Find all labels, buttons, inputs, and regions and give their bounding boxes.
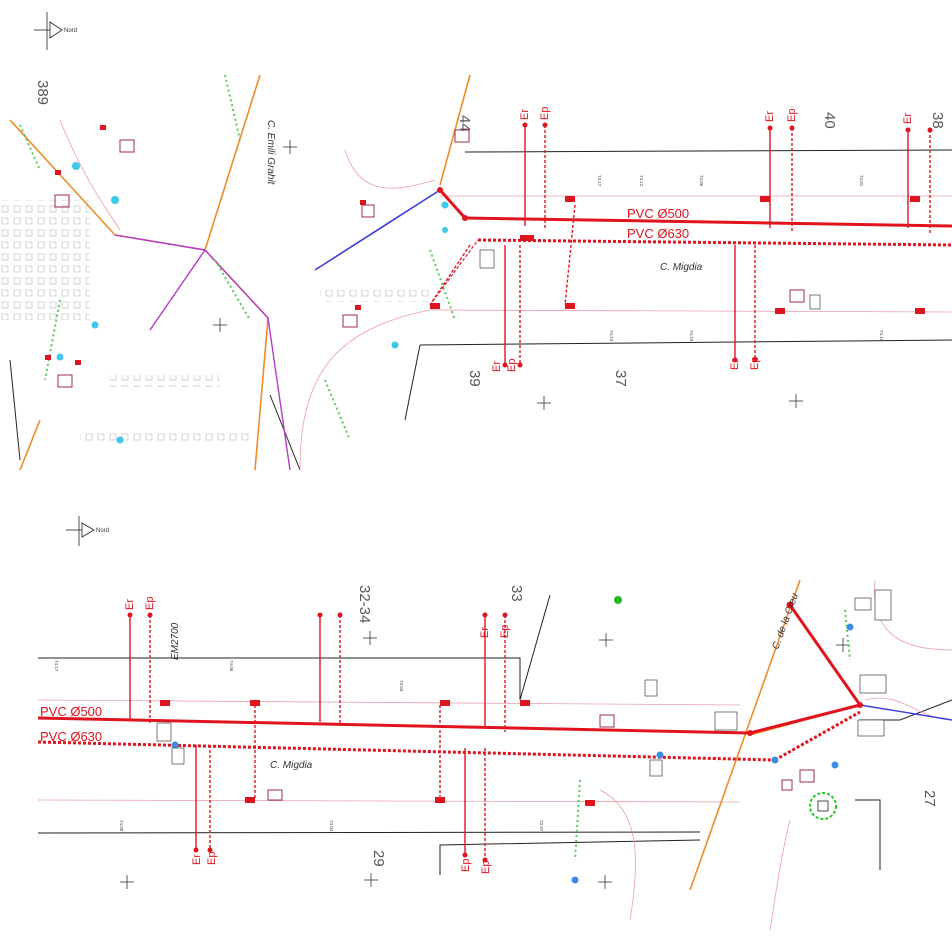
svg-text:74.08: 74.08: [119, 820, 124, 832]
svg-text:29: 29: [370, 850, 387, 867]
svg-text:44: 44: [456, 115, 473, 132]
vegetation-top: [19, 74, 456, 441]
svg-text:74.13: 74.13: [609, 330, 614, 342]
purple-boxes-bottom: [267, 714, 815, 801]
vegetation-bottom: [574, 609, 851, 861]
street-label-migdia-top: C. Migdia: [660, 262, 703, 273]
svg-text:38: 38: [929, 112, 946, 129]
pipe-label-630-top: PVC Ø630: [627, 226, 689, 241]
drop-endpoints-bottom: [127, 601, 863, 863]
svg-text:37: 37: [612, 370, 629, 387]
sewer-pipes-bottom: [37, 604, 862, 762]
manholes-top: [430, 196, 925, 314]
property-lines: [59, 119, 952, 471]
grid-crosses-bottom: [120, 631, 850, 889]
svg-text:Er: Er: [124, 599, 136, 610]
sidewalk-pattern: [0, 200, 90, 320]
elevation-marks-bottom: 74.17 74.06 73.93 74.08 74.04 73.97: [54, 660, 544, 832]
manhole-code: EM2700: [170, 622, 181, 660]
small-red-marks-top: [45, 125, 366, 365]
svg-text:74.04: 74.04: [329, 820, 334, 832]
svg-text:Ep: Ep: [786, 109, 798, 122]
svg-text:73.93: 73.93: [399, 680, 404, 692]
svg-text:Ep: Ep: [144, 597, 156, 610]
street-label-grahit: C. Emili Grahit: [265, 120, 276, 186]
svg-text:74.06: 74.06: [699, 175, 704, 187]
svg-text:74.06: 74.06: [229, 660, 234, 672]
svg-text:Ep: Ep: [460, 859, 472, 872]
north-arrow-icon: Nord: [66, 516, 109, 546]
purple-boxes-top: [54, 129, 805, 388]
svg-text:Er: Er: [491, 361, 503, 372]
svg-text:73.97: 73.97: [539, 820, 544, 832]
house-numbers-top: 389 44 40 38 39 37: [34, 80, 946, 387]
valves-bottom: [171, 623, 854, 884]
property-lines-bottom: [37, 579, 952, 931]
svg-text:Er: Er: [479, 627, 491, 638]
svg-text:39: 39: [466, 370, 483, 387]
label-boxes-bottom: [156, 589, 892, 777]
svg-text:389: 389: [34, 80, 51, 105]
svg-text:40: 40: [821, 112, 838, 129]
svg-text:32-34: 32-34: [356, 585, 373, 623]
base-lines: [9, 149, 952, 471]
street-label-creu: C. de la Creu: [770, 591, 801, 651]
fiber-line-bottom: [859, 704, 952, 721]
pipe-label-500-bottom: PVC Ø500: [40, 704, 102, 719]
north-label: Nord: [64, 28, 77, 34]
base-lines-bottom: [37, 594, 952, 875]
north-arrow-icon: Nord: [34, 12, 77, 50]
svg-text:Er: Er: [729, 359, 741, 370]
svg-text:Ep: Ep: [539, 107, 551, 120]
service-drops-top: [429, 125, 931, 365]
hydrant-points-top: [56, 162, 449, 444]
pipe-label-500-top: PVC Ø500: [627, 206, 689, 221]
svg-text:Er: Er: [764, 111, 776, 122]
house-numbers-bottom: 32-34 33 29 27: [356, 585, 938, 867]
grid-crosses-top: [213, 140, 803, 410]
drop-endpoints-top: [437, 122, 933, 368]
pipe-label-630-bottom: PVC Ø630: [40, 729, 102, 744]
gas-lines-bottom: [689, 579, 861, 891]
svg-text:74.01: 74.01: [859, 175, 864, 187]
elevation-marks-top: 74.17 74.12 74.06 74.01 74.13 74.19 74.1…: [597, 175, 884, 342]
drop-labels-bottom: Er Ep Er Ep Er Ep Ep Ep: [124, 597, 511, 874]
label-boxes-top: [479, 249, 821, 310]
svg-text:Ep: Ep: [506, 359, 518, 372]
tree-circle: [809, 792, 837, 820]
svg-text:33: 33: [508, 585, 525, 602]
svg-text:74.17: 74.17: [54, 660, 59, 672]
svg-text:Ep: Ep: [749, 357, 761, 370]
service-drops-bottom: [129, 615, 506, 860]
street-label-migdia-bottom: C. Migdia: [270, 760, 313, 771]
green-point: [614, 596, 622, 604]
top-panel: Nord: [0, 12, 952, 471]
svg-text:27: 27: [921, 790, 938, 807]
drop-labels-top: Er Ep Er Ep Er Er Ep Er Ep: [491, 107, 914, 372]
fiber-line: [314, 189, 441, 271]
svg-text:Er: Er: [191, 854, 203, 865]
bottom-panel: Nord: [37, 516, 952, 931]
svg-text:Ep: Ep: [499, 625, 511, 638]
svg-text:74.19: 74.19: [689, 330, 694, 342]
svg-text:Er: Er: [902, 113, 914, 124]
manholes-bottom: [160, 700, 595, 806]
svg-text:Ep: Ep: [206, 852, 218, 865]
svg-text:74.10: 74.10: [879, 330, 884, 342]
svg-text:Ep: Ep: [480, 861, 492, 874]
north-label: Nord: [96, 528, 109, 534]
svg-text:74.12: 74.12: [639, 175, 644, 187]
svg-text:Er: Er: [519, 109, 531, 120]
sewer-pipes-top: [429, 189, 952, 306]
svg-text:74.17: 74.17: [597, 175, 602, 187]
